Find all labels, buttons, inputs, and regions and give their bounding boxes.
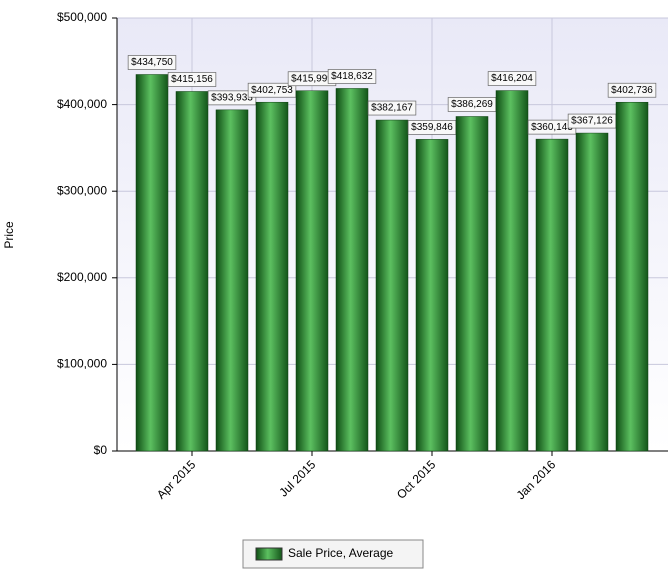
- y-tick-label: $500,000: [57, 10, 107, 24]
- value-label-box: [207, 90, 257, 106]
- bar: [255, 101, 289, 452]
- y-tick-label: $200,000: [57, 270, 107, 284]
- value-label-text: $359,846: [411, 122, 453, 133]
- value-label-text: $416,204: [491, 73, 533, 84]
- x-tick-label: Jul 2015: [276, 457, 318, 499]
- x-tick-label: Oct 2015: [394, 457, 439, 502]
- value-label-box: [607, 82, 657, 98]
- value-label-text: $386,269: [451, 99, 493, 110]
- value-label-box: [247, 82, 297, 98]
- bar: [375, 119, 409, 452]
- legend: Sale Price, Average: [242, 539, 424, 569]
- value-label: $386,269: [447, 97, 497, 112]
- y-axis-title: Price: [2, 221, 16, 249]
- value-label-text: $402,736: [611, 85, 653, 96]
- x-tick-label: Apr 2015: [154, 457, 199, 502]
- bar: [295, 90, 329, 452]
- value-label-box: [167, 72, 217, 87]
- bar: [135, 74, 169, 452]
- value-label-text: $415,156: [171, 74, 213, 85]
- bar: [575, 132, 609, 452]
- legend-swatch: [255, 547, 283, 561]
- value-label-box: [487, 71, 537, 86]
- value-label-text: $382,167: [371, 103, 413, 114]
- value-label: $393,933: [207, 90, 257, 106]
- x-tick-label: Jan 2016: [514, 457, 559, 502]
- y-tick-label: $400,000: [57, 97, 107, 111]
- bar: [215, 109, 249, 452]
- value-label: $402,736: [607, 82, 657, 98]
- value-label-text: $415,999: [291, 73, 333, 84]
- legend-label: Sale Price, Average: [288, 546, 394, 560]
- bar: [415, 139, 449, 452]
- value-label-text: $393,933: [211, 92, 253, 103]
- bar: [175, 91, 209, 452]
- bar: [455, 116, 489, 452]
- y-tick-label: $300,000: [57, 183, 107, 197]
- bar: [335, 88, 369, 452]
- value-label-box: [327, 69, 377, 84]
- value-label-text: $367,126: [571, 116, 613, 127]
- value-label-text: $434,750: [131, 57, 173, 68]
- value-label: $367,126: [567, 113, 617, 129]
- value-label-box: [367, 100, 417, 116]
- value-label: $359,846: [407, 120, 457, 135]
- value-label: $402,753: [247, 82, 297, 98]
- value-label-text: $418,632: [331, 71, 373, 82]
- value-label: $382,167: [367, 100, 417, 116]
- y-tick-label: $100,000: [57, 357, 107, 371]
- value-label: $415,999: [287, 71, 337, 87]
- value-label: $416,204: [487, 71, 537, 86]
- value-label-box: [127, 55, 177, 70]
- value-label: $415,156: [167, 72, 217, 87]
- value-label-text: $360,143: [531, 122, 573, 133]
- y-tick-label: $0: [94, 443, 108, 457]
- bar: [535, 138, 569, 452]
- value-label-text: $402,753: [251, 85, 293, 96]
- bar: [495, 90, 529, 452]
- bar: [615, 101, 649, 452]
- value-label: $434,750: [127, 55, 177, 70]
- value-label: $418,632: [327, 69, 377, 84]
